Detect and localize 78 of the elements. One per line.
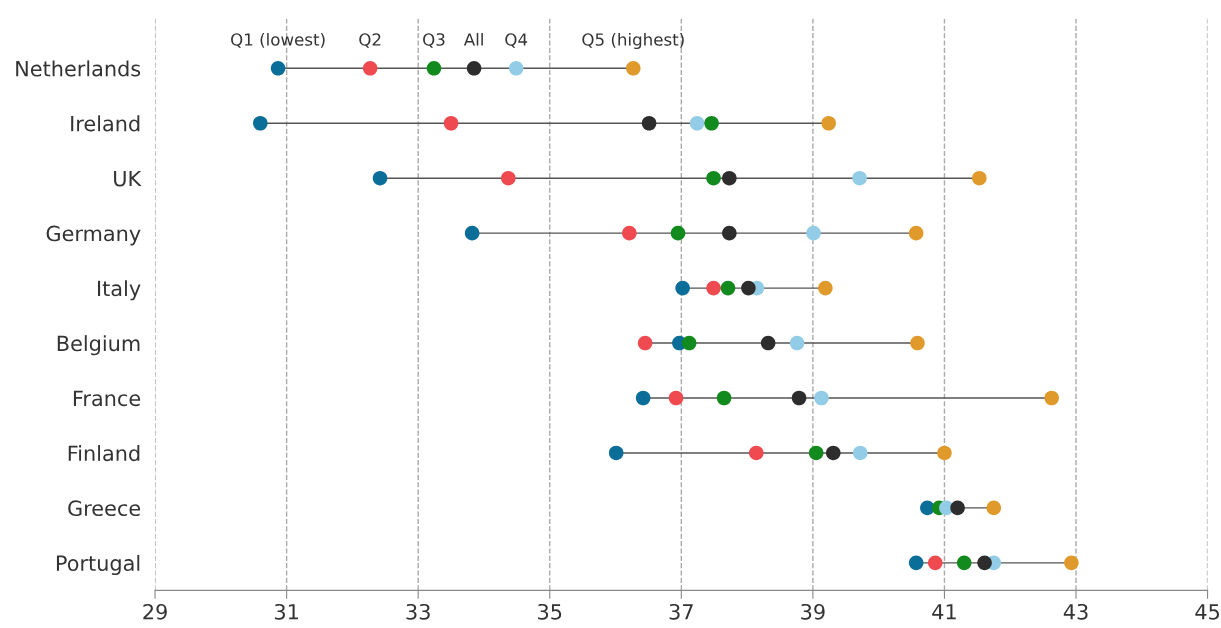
y-tick-label: Finland bbox=[68, 445, 140, 462]
x-tick-label: 31 bbox=[274, 603, 298, 620]
point bbox=[668, 390, 684, 406]
point bbox=[722, 170, 737, 186]
point bbox=[741, 280, 756, 296]
point bbox=[818, 280, 833, 296]
x-tick-label: 37 bbox=[669, 603, 693, 620]
point bbox=[986, 500, 1002, 516]
series-label: Q2 bbox=[359, 33, 381, 48]
y-tick-label: Germany bbox=[46, 225, 141, 246]
point bbox=[675, 280, 690, 296]
point bbox=[508, 61, 524, 76]
y-tick-label: Belgium bbox=[57, 335, 140, 356]
point bbox=[789, 335, 805, 351]
x-tick-label: 45 bbox=[1195, 604, 1219, 620]
x-tick-label: 29 bbox=[143, 603, 167, 620]
point bbox=[706, 170, 721, 186]
y-tick-label: Greece bbox=[68, 500, 141, 517]
point bbox=[760, 335, 776, 351]
point bbox=[791, 390, 807, 406]
point bbox=[1064, 555, 1079, 571]
point bbox=[720, 280, 736, 296]
point bbox=[689, 115, 705, 131]
series-label: Q3 bbox=[423, 33, 445, 48]
point bbox=[1044, 390, 1059, 406]
y-tick-label: UK bbox=[114, 170, 142, 187]
point bbox=[852, 445, 868, 461]
point bbox=[852, 170, 867, 186]
y-tick-label: Portugal bbox=[56, 554, 140, 576]
x-tick-label: 41 bbox=[932, 604, 956, 620]
point bbox=[464, 225, 480, 241]
y-tick-label: France bbox=[73, 390, 141, 407]
point bbox=[501, 170, 516, 186]
point bbox=[972, 170, 987, 186]
point bbox=[825, 445, 841, 461]
point bbox=[372, 170, 388, 186]
point bbox=[637, 335, 653, 351]
point bbox=[977, 555, 992, 571]
point bbox=[808, 445, 824, 461]
series-label: All bbox=[463, 32, 483, 46]
point bbox=[749, 445, 764, 461]
point bbox=[806, 225, 821, 241]
point bbox=[706, 280, 721, 296]
point bbox=[716, 390, 732, 406]
series-label: Q1 (lowest) bbox=[231, 32, 325, 48]
point bbox=[908, 225, 924, 241]
series-label: Q4 bbox=[505, 33, 528, 48]
series-label: Q5 (highest) bbox=[582, 32, 684, 50]
point bbox=[270, 61, 286, 76]
point bbox=[253, 115, 268, 131]
point bbox=[956, 555, 972, 571]
point bbox=[466, 61, 482, 76]
x-tick-label: 39 bbox=[801, 603, 825, 620]
point bbox=[443, 115, 459, 131]
point bbox=[950, 500, 965, 516]
point bbox=[362, 61, 378, 76]
point bbox=[814, 390, 829, 406]
point bbox=[608, 445, 624, 461]
point bbox=[821, 115, 836, 131]
point bbox=[426, 61, 442, 76]
x-tick-label: 33 bbox=[406, 603, 430, 620]
point bbox=[927, 555, 943, 571]
point bbox=[622, 225, 637, 241]
y-tick-label: Ireland bbox=[71, 115, 140, 132]
x-tick-label: 35 bbox=[538, 603, 562, 620]
y-tick-label: Italy bbox=[98, 280, 141, 301]
point bbox=[641, 115, 657, 131]
point bbox=[670, 225, 686, 241]
point bbox=[937, 445, 952, 461]
point bbox=[722, 225, 737, 241]
point bbox=[626, 61, 641, 76]
point bbox=[704, 115, 719, 131]
point bbox=[681, 335, 697, 351]
point bbox=[635, 390, 651, 406]
x-tick-label: 43 bbox=[1063, 603, 1088, 620]
point bbox=[908, 555, 924, 571]
point bbox=[910, 335, 925, 351]
y-tick-label: Netherlands bbox=[16, 60, 141, 77]
